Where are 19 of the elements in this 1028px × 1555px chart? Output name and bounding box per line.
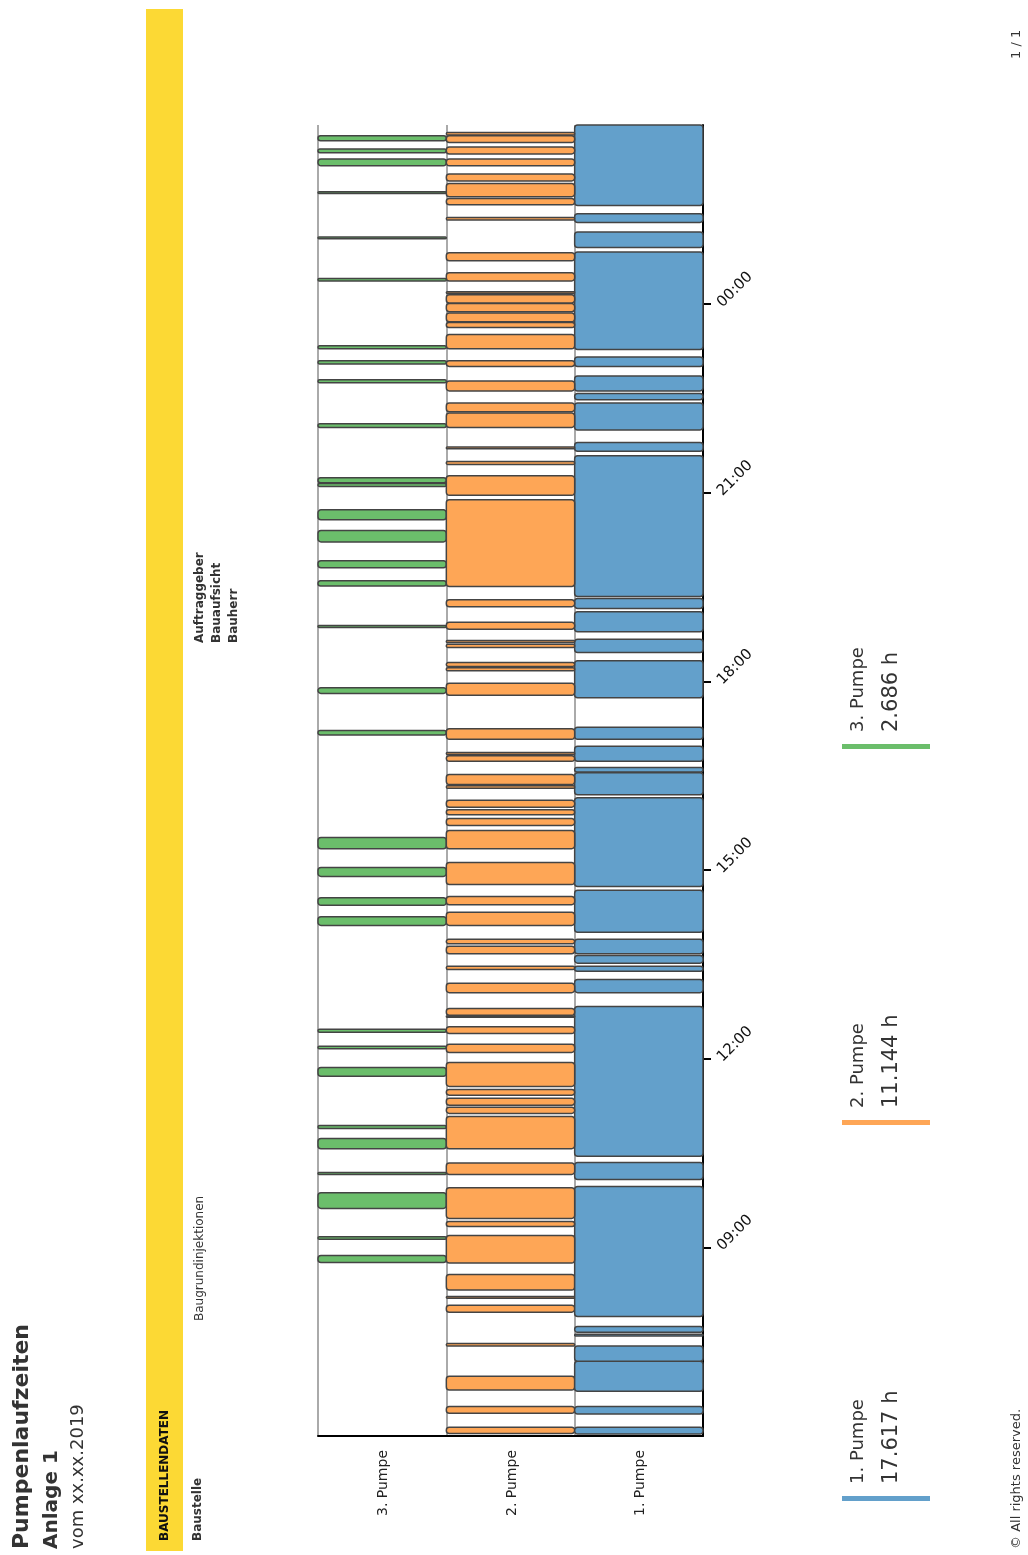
text: 2.686 h <box>877 650 903 732</box>
category-label: 3. Pumpe <box>846 647 867 732</box>
category-label: 2. Pumpe <box>846 1023 867 1108</box>
x-tick-label: 3. Pumpe <box>374 1450 391 1517</box>
text: Pumpenlaufzeiten <box>8 1323 33 1549</box>
text: BAUSTELLENDATEN <box>157 1409 171 1541</box>
x-tick-label: 1. Pumpe <box>630 1450 647 1517</box>
text: 11.144 h <box>877 1014 903 1108</box>
text: 1 / 1 <box>1008 29 1023 59</box>
text: Baustelle <box>190 1477 204 1541</box>
text: Baugrundinjektionen <box>192 1195 206 1321</box>
text: 17.617 h <box>877 1390 903 1484</box>
text: Bauherr <box>226 588 240 643</box>
text: Auftraggeber <box>192 552 206 643</box>
text: vom xx.xx.2019 <box>66 1404 87 1549</box>
text: Bauaufsicht <box>209 562 223 643</box>
text: Anlage 1 <box>38 1450 62 1549</box>
x-tick-label: 2. Pumpe <box>502 1450 519 1517</box>
text: © All rights reserved. <box>1008 1408 1023 1549</box>
